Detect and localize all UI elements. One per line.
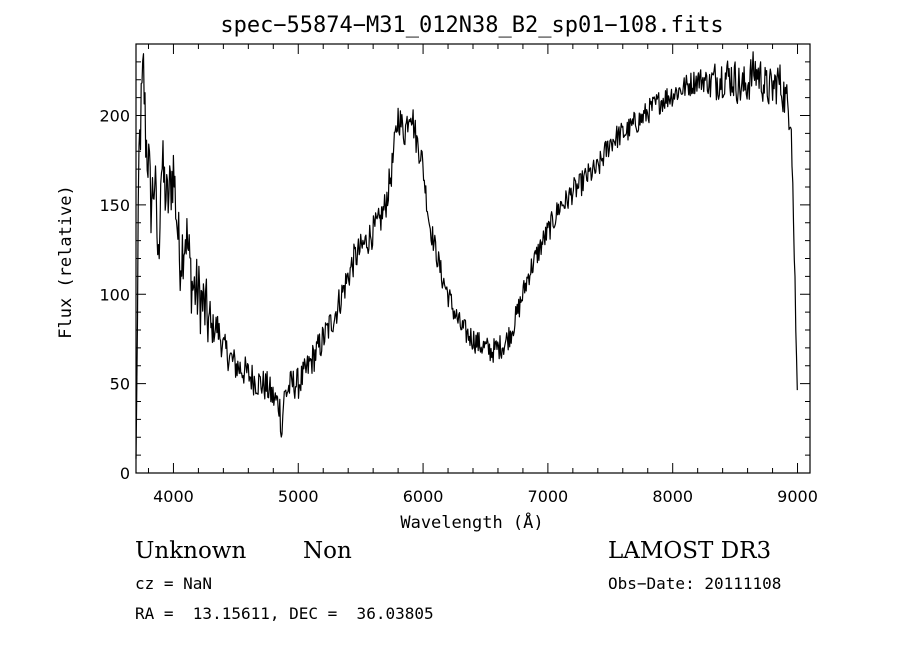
- object-subclass: Non: [303, 538, 352, 564]
- y-tick-label: 150: [99, 196, 130, 215]
- y-tick-label: 200: [99, 107, 130, 126]
- x-tick-label: 8000: [652, 487, 693, 506]
- y-tick-label: 100: [99, 285, 130, 304]
- object-class: Unknown: [135, 538, 247, 564]
- chart-title: spec−55874−M31_012N38_B2_sp01−108.fits: [220, 13, 723, 38]
- plot-frame: [135, 43, 811, 474]
- y-axis-label: Flux (relative): [56, 185, 76, 339]
- x-axis-label: Wavelength (Å): [400, 511, 543, 533]
- x-tick-label: 7000: [528, 487, 569, 506]
- y-tick-labels: 0 50 100 150 200: [99, 107, 130, 484]
- x-tick-label: 6000: [403, 487, 444, 506]
- spectrum-line: [135, 51, 798, 459]
- coords-text: RA = 13.15611, DEC = 36.03805: [135, 604, 434, 623]
- x-tick-label: 5000: [278, 487, 319, 506]
- x-tick-labels: 4000 5000 6000 7000 8000 9000: [153, 487, 818, 506]
- x-tick-label: 4000: [153, 487, 194, 506]
- obs-date-text: Obs−Date: 20111108: [608, 574, 782, 593]
- redshift-text: cz = NaN: [135, 574, 213, 593]
- axis-ticks: [136, 43, 810, 474]
- x-tick-label: 9000: [777, 487, 818, 506]
- y-tick-label: 50: [110, 375, 130, 394]
- survey-name: LAMOST DR3: [608, 538, 772, 564]
- y-tick-label: 0: [120, 464, 130, 483]
